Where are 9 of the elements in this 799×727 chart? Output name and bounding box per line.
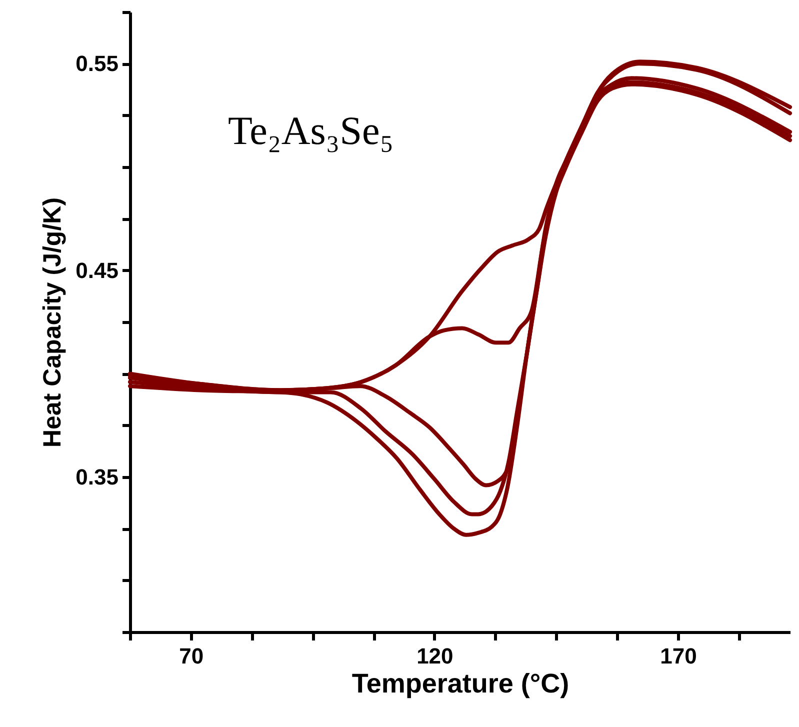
y-tick-label: 0.35: [76, 464, 118, 490]
x-tick-label: 70: [179, 644, 204, 668]
x-tick-label: 170: [660, 644, 697, 668]
annotation: Te₂As₃Se₅: [228, 108, 394, 153]
y-tick-label: 0.45: [76, 258, 118, 283]
y-axis-title: Heat Capacity (J/g/K): [38, 197, 67, 448]
x-tick-label: 120: [416, 644, 454, 668]
y-tick-label: 0.55: [76, 51, 118, 76]
x-axis-title: Temperature (°C): [352, 668, 570, 698]
